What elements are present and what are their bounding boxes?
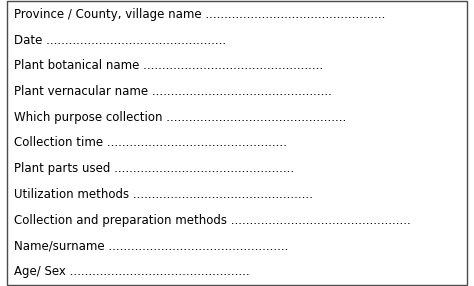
Bar [7,182,467,207]
Bar [7,259,467,285]
Text: Which purpose collection ................................................: Which purpose collection ...............… [14,111,346,124]
Bar [7,233,467,259]
Bar [7,130,467,156]
Text: Collection and preparation methods .............................................: Collection and preparation methods .....… [14,214,411,227]
Text: Plant parts used ................................................: Plant parts used .......................… [14,162,294,175]
Bar [7,53,467,79]
Bar [7,207,467,233]
Text: Province / County, village name ................................................: Province / County, village name ........… [14,8,385,21]
Text: Name/surname ................................................: Name/surname ...........................… [14,239,289,253]
Bar [7,27,467,53]
Bar [7,1,467,27]
Bar [7,156,467,182]
Text: Age/ Sex ................................................: Age/ Sex ...............................… [14,265,250,278]
Text: Plant botanical name ................................................: Plant botanical name ...................… [14,59,323,72]
Bar [7,79,467,104]
Bar [7,104,467,130]
Text: Plant vernacular name ................................................: Plant vernacular name ..................… [14,85,332,98]
Text: Collection time ................................................: Collection time ........................… [14,136,287,150]
Text: Utilization methods ................................................: Utilization methods ....................… [14,188,313,201]
Text: Date ................................................: Date ...................................… [14,33,227,47]
